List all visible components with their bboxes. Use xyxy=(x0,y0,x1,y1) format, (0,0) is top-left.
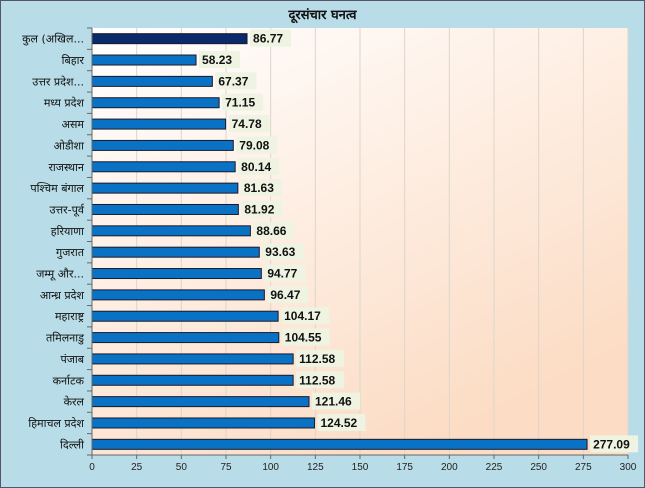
bar xyxy=(91,118,227,130)
data-label: 67.37 xyxy=(218,74,248,88)
data-label-bg xyxy=(312,392,361,410)
data-label-bg xyxy=(199,51,241,69)
data-label-bg xyxy=(296,349,345,367)
category-label: कुल (अखिल... xyxy=(22,33,84,46)
category-label: दिल्ली xyxy=(60,438,84,451)
x-tick-label: 125 xyxy=(307,462,324,473)
category-label: ओडीशा xyxy=(54,139,84,152)
bar xyxy=(91,438,588,450)
bar xyxy=(91,268,262,280)
category-label: हिमाचल प्रदेश xyxy=(28,417,84,430)
data-label: 104.55 xyxy=(285,331,322,345)
data-label: 81.92 xyxy=(244,202,274,216)
category-label: असम xyxy=(62,118,85,131)
category-label: हरियाणा xyxy=(51,225,84,238)
bar xyxy=(91,225,251,237)
x-tick-label: 300 xyxy=(620,462,637,473)
data-label-bg xyxy=(241,200,283,218)
bar xyxy=(91,203,239,215)
data-label: 58.23 xyxy=(202,53,232,67)
data-label-bg xyxy=(264,264,306,282)
data-label: 80.14 xyxy=(241,160,271,174)
data-label-bg xyxy=(267,285,309,303)
category-label: गुजरात xyxy=(56,246,85,259)
data-label-bg xyxy=(228,115,270,133)
category-label: केरल xyxy=(64,396,85,409)
category-label: पंजाब xyxy=(60,353,84,366)
bar xyxy=(91,33,248,45)
x-tick-label: 175 xyxy=(396,462,413,473)
data-label: 124.52 xyxy=(320,416,357,430)
bar xyxy=(91,289,265,301)
category-label: बिहार xyxy=(62,54,85,67)
data-label-bg xyxy=(281,307,330,325)
bar xyxy=(91,374,294,386)
data-label: 277.09 xyxy=(593,437,630,451)
bar xyxy=(91,353,294,365)
bar xyxy=(91,97,220,109)
category-label: उत्तर-पूर्व xyxy=(50,203,85,217)
x-tick-label: 25 xyxy=(131,462,143,473)
x-tick-label: 50 xyxy=(176,462,188,473)
category-label: आन्ध्र प्रदेश xyxy=(40,289,85,302)
data-label: 94.77 xyxy=(267,267,297,281)
data-label: 86.77 xyxy=(253,32,283,46)
category-label: जम्मू और... xyxy=(36,268,84,282)
x-tick-label: 75 xyxy=(220,462,232,473)
x-tick-label: 150 xyxy=(352,462,369,473)
data-label-bg xyxy=(317,413,366,431)
x-tick-label: 200 xyxy=(441,462,458,473)
x-tick-label: 225 xyxy=(486,462,503,473)
data-label-bg xyxy=(238,157,280,175)
data-label: 104.17 xyxy=(284,309,321,323)
data-label-bg xyxy=(262,243,304,261)
data-label-bg xyxy=(253,221,295,239)
bar xyxy=(91,332,280,344)
data-label: 88.66 xyxy=(256,224,286,238)
bar xyxy=(91,139,234,151)
category-label: कर्नाटक xyxy=(53,374,85,387)
data-label: 96.47 xyxy=(270,288,300,302)
x-tick-label: 0 xyxy=(89,462,95,473)
data-label-bg xyxy=(215,72,257,90)
bar xyxy=(91,54,197,66)
chart-title: दूरसंचार घनत्व xyxy=(288,8,357,23)
data-label: 112.58 xyxy=(299,352,335,366)
data-label-bg xyxy=(281,328,330,346)
data-label-bg xyxy=(236,136,278,154)
bar xyxy=(91,161,236,173)
x-tick-label: 250 xyxy=(530,462,547,473)
category-label: महाराष्ट्र xyxy=(55,310,85,323)
bar xyxy=(91,182,239,194)
category-label: राजस्थान xyxy=(48,161,84,174)
data-label-bg xyxy=(250,29,292,47)
data-label-bg xyxy=(590,435,639,453)
data-label: 71.15 xyxy=(225,96,255,110)
data-label-bg xyxy=(296,371,345,389)
data-label: 93.63 xyxy=(265,245,295,259)
bar xyxy=(91,396,310,408)
category-label: तमिलनाडु xyxy=(46,332,84,345)
data-label-bg xyxy=(240,179,282,197)
x-tick-label: 100 xyxy=(262,462,279,473)
category-label: मध्य प्रदेश xyxy=(44,97,85,110)
data-label: 74.78 xyxy=(232,117,262,131)
bar xyxy=(91,310,279,322)
x-tick-label: 275 xyxy=(575,462,592,473)
data-label: 121.46 xyxy=(315,395,352,409)
category-label: उत्तर प्रदेश... xyxy=(32,75,84,88)
bar xyxy=(91,75,213,87)
data-label-bg xyxy=(222,93,264,111)
data-label: 81.63 xyxy=(244,181,274,195)
bar xyxy=(91,417,315,429)
bar xyxy=(91,246,260,258)
category-label: पश्चिम बंगाल xyxy=(30,182,84,195)
data-label: 79.08 xyxy=(239,138,269,152)
data-label: 112.58 xyxy=(299,373,335,387)
